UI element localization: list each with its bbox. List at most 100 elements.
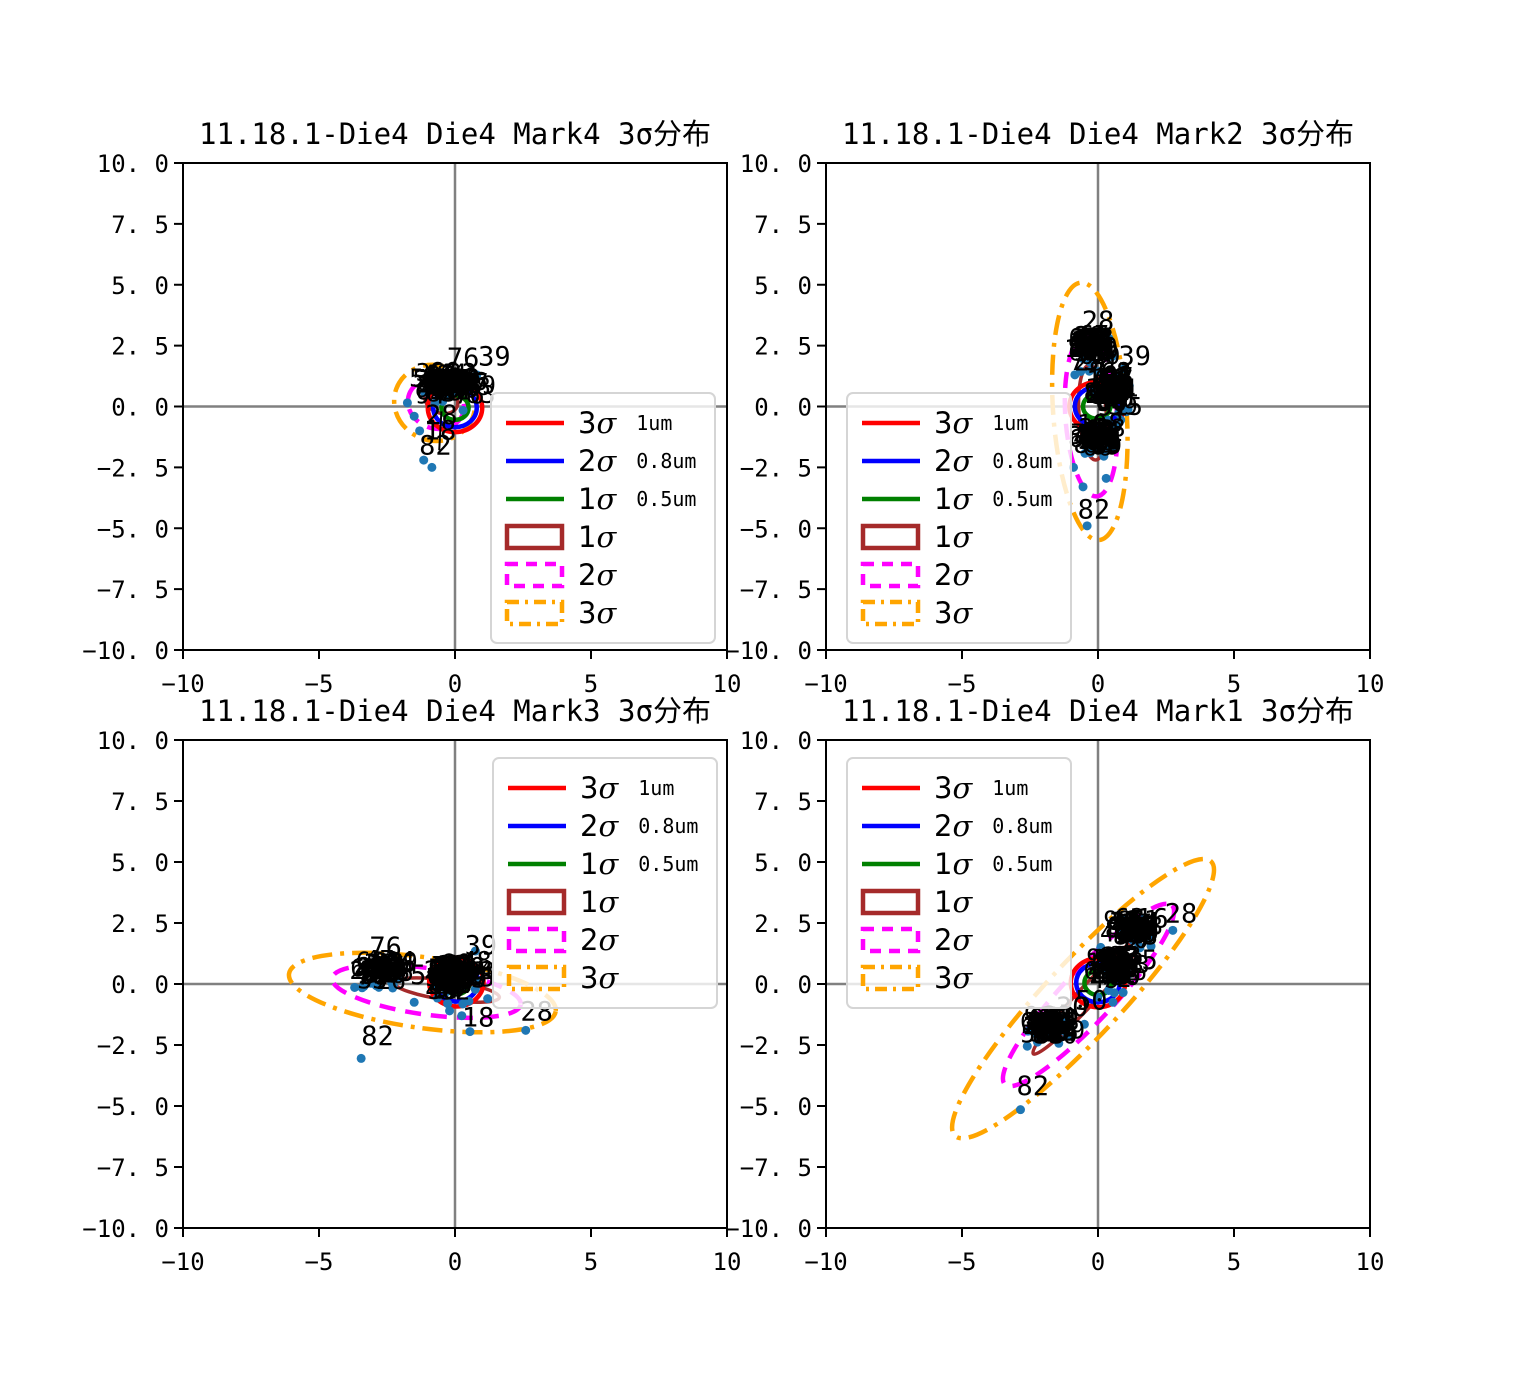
mark4-cluster-label: 44 [441,376,471,405]
mark1-cluster-label: 85 [1093,946,1123,975]
mark4-cluster-label: 92 [426,372,456,401]
mark1-cluster-label: 48 [1123,915,1153,944]
mark3-scatter-dot [464,996,474,1006]
mark3-cluster-label: 59 [434,968,464,997]
mark1-cluster-label: 80 [1047,1020,1077,1049]
mark1-cluster-label: 91 [1097,944,1127,973]
mark3-ytick-label: −10. 0 [82,1215,169,1243]
mark2-cluster-label: 56 [1071,329,1101,358]
mark3-point-label-82: 82 [361,1021,394,1052]
mark2-legend-entry-1: 2σ 0.8um [860,442,1056,480]
mark1-scatter-dot [1135,943,1145,953]
mark3-cluster-label: 85 [428,971,458,1000]
mark4-xtick-label: 10 [713,670,742,698]
mark3-legend-entry-2: 1σ 0.5um [506,845,702,883]
mark1-scatter-dot [1054,1038,1064,1048]
mark1-cluster-label: 52 [1106,960,1136,989]
mark1-cluster-label: 39 [1092,944,1122,973]
mark3-cluster-label: 32 [437,950,467,979]
mark1-cluster-label: 58 [1020,1020,1050,1049]
mark2-cluster-label: 37 [1085,333,1115,362]
mark1-ytick-label: 2. 5 [754,910,812,938]
mark1-point-label-45: 45 [1125,945,1158,976]
mark1-cluster-label: 87 [1113,922,1143,951]
mark4-cluster-label: 96 [427,361,457,390]
mark2-scatter-dot [1086,422,1096,432]
mark3-cluster-label: 29 [368,953,398,982]
mark2-cluster-label: 23 [1078,413,1108,442]
mark2-legend-entry-2: 1σ 0.5um [860,480,1056,518]
mark2-cluster-label: 36 [1081,326,1111,355]
mark1-cluster-label: 72 [1101,964,1131,993]
mark1-cluster-label: 44 [1047,1018,1077,1047]
mark1-cluster-label: 25 [1103,944,1133,973]
mark2-cluster-label: 55 [1081,419,1111,448]
mark3-legend-entry-3: 1σ [506,883,702,921]
legend-entry-sublabel: 1um [992,776,1029,800]
mark1-cluster-label: 14 [1026,1007,1056,1036]
mark1-cluster-label: 73 [1031,1011,1061,1040]
legend-entry-label: 2σ [578,558,617,592]
mark2-cluster-label: 63 [1084,430,1114,459]
mark4-legend-entry-2: 1σ 0.5um [504,480,700,518]
mark4-cluster-label: 48 [461,372,491,401]
mark1-cluster-label: 65 [1083,956,1113,985]
legend-entry-label: 1σ [580,885,619,919]
mark1-cluster-label: 47 [1122,919,1152,948]
mark2-cluster-label: 34 [1083,322,1113,351]
mark1-scatter-dot [1117,929,1127,939]
mark3-cluster-label: 46 [354,956,384,985]
mark4-ytick-label: 7. 5 [111,211,169,239]
mark2-cluster-label: 46 [1074,323,1104,352]
mark1-cluster-label: 66 [1020,1007,1050,1036]
mark1-cluster-label: 23 [1050,1007,1080,1036]
mark1-xtick-label: 5 [1227,1248,1241,1276]
mark1-scatter-dot [1060,1019,1070,1029]
legend-patch-sample-icon [860,964,921,992]
mark3-plot-area: 4769743596266839109723349279245151586242… [82,727,741,1276]
mark3-cluster-label: 35 [364,948,394,977]
mark3-legend-entry-4: 2σ [506,921,702,959]
mark3-cluster-label: 75 [426,967,456,996]
mark3-cluster-label: 29 [440,960,470,989]
mark3-cluster-label: 64 [441,958,471,987]
mark3-cluster-label: 74 [370,956,400,985]
mark3-legend: 3σ 1um 2σ 0.8um 1σ 0.5um 1σ 2σ 3σ [492,757,718,1009]
mark2-cluster-label: 53 [1069,333,1099,362]
mark1-cluster-label: 23 [1114,950,1144,979]
mark3-ytick-label: 5. 0 [111,849,169,877]
mark3-cluster-label: 32 [452,963,482,992]
mark3-xtick-label: −5 [305,1248,334,1276]
mark1-scatter-dot [1039,1027,1049,1037]
mark2-cluster-label: 37 [1103,362,1133,391]
mark1-scatter-dot [1079,1019,1089,1029]
mark1-scatter-dot [1032,1037,1042,1047]
mark2-cluster-label: 33 [1071,326,1101,355]
mark2-cluster-label: 97 [1079,421,1109,450]
mark1-cluster-label: 64 [1129,907,1159,936]
mark3-cluster-label: 96 [386,949,416,978]
mark3-cluster-label: 34 [385,946,415,975]
mark2-cluster-label: 84 [1073,430,1103,459]
mark1-cluster-label: 26 [1039,1018,1069,1047]
mark1-point-label-50: 50 [1075,986,1108,1017]
mark3-cluster-label: 47 [381,959,411,988]
mark1-cluster-label: 95 [1035,1013,1065,1042]
mark3-scatter-dot [483,994,493,1004]
mark1-cluster-label: 38 [1102,948,1132,977]
mark4-cluster-label: 35 [442,372,472,401]
mark2-scatter-dot [1082,521,1092,531]
legend-entry-label: 3σ [578,596,617,630]
subplot-mark1: 11.18.1-Die4 Die4 Mark1 3σ分布 86 73 46 37 23 2… [725,694,1384,1276]
mark2-scatter-dot [1094,393,1104,403]
mark3-cluster-label: 51 [378,951,408,980]
mark3-cluster-label: 66 [429,954,459,983]
mark2-cluster-label: 12 [1086,365,1116,394]
mark1-xtick-label: 0 [1091,1248,1105,1276]
mark1-xtick-label: −10 [804,1248,847,1276]
mark4-cluster-label: 66 [429,357,459,386]
mark2-cluster-label: 47 [1101,378,1131,407]
mark1-cluster-label: 10 [1119,925,1149,954]
mark1-cluster-label: 73 [1128,922,1158,951]
mark2-cluster-label: 80 [1092,431,1122,460]
